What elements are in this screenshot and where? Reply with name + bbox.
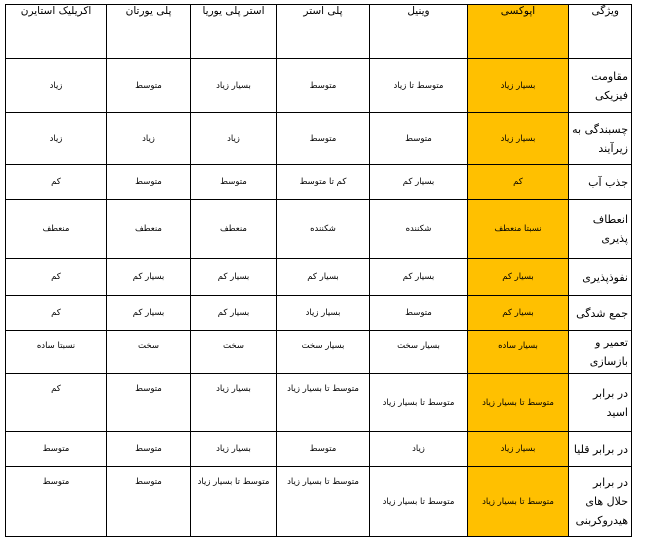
cell-acrylic-styrene: متوسط (5, 466, 107, 537)
header-row: ویژگی اپوکسی وینیل پلی استر استر پلی یور… (5, 4, 632, 59)
cell-polyurea: متوسط (190, 164, 277, 200)
cell-acrylic-styrene: زیاد (5, 58, 107, 113)
cell-vinyl: متوسط (369, 112, 468, 165)
cell-polyester: بسیار کم (276, 258, 370, 296)
cell-epoxy: بسیار زیاد (467, 431, 569, 467)
table-row: جذب آب کم بسیار کم کم تا متوسط متوسط متو… (5, 164, 632, 200)
row-feature: چسبندگی به زیرآیند (568, 112, 632, 165)
cell-polyurea: بسیار زیاد (190, 58, 277, 113)
cell-vinyl: متوسط تا زیاد (369, 58, 468, 113)
cell-vinyl: متوسط تا بسیار زیاد (369, 373, 468, 432)
table-row: نفوذپذیری بسیار کم بسیار کم بسیار کم بسی… (5, 258, 632, 296)
row-feature: مقاومت فیزیکی (568, 58, 632, 113)
row-feature: جذب آب (568, 164, 632, 200)
cell-vinyl: شکننده (369, 199, 468, 259)
cell-acrylic-styrene: کم (5, 373, 107, 432)
cell-epoxy: متوسط تا بسیار زیاد (467, 466, 569, 537)
cell-vinyl: بسیار سخت (369, 330, 468, 374)
cell-vinyl: متوسط (369, 295, 468, 331)
cell-acrylic-styrene: کم (5, 164, 107, 200)
header-epoxy: اپوکسی (467, 4, 569, 59)
cell-acrylic-styrene: نسبتا ساده (5, 330, 107, 374)
cell-acrylic-styrene: کم (5, 258, 107, 296)
cell-polyurea: بسیار کم (190, 295, 277, 331)
cell-epoxy: نسبتا منعطف (467, 199, 569, 259)
table-row: در برابر اسید متوسط تا بسیار زیاد متوسط … (5, 373, 632, 432)
row-feature: نفوذپذیری (568, 258, 632, 296)
cell-epoxy: کم (467, 164, 569, 200)
row-feature: در برابر حلال های هیدروکربنی (568, 466, 632, 537)
cell-acrylic-styrene: کم (5, 295, 107, 331)
row-feature: تعمیر و بازسازی (568, 330, 632, 374)
row-feature: در برابر قلیا (568, 431, 632, 467)
cell-polyester: متوسط (276, 58, 370, 113)
cell-polyurethane: متوسط (106, 431, 191, 467)
header-polyurea: استر پلی یوریا (190, 4, 277, 59)
cell-polyester: بسیار سخت (276, 330, 370, 374)
cell-polyurethane: متوسط (106, 58, 191, 113)
cell-acrylic-styrene: زیاد (5, 112, 107, 165)
table-row: جمع شدگی بسیار کم متوسط بسیار زیاد بسیار… (5, 295, 632, 331)
header-polyester: پلی استر (276, 4, 370, 59)
table-row: تعمیر و بازسازی بسیار ساده بسیار سخت بسی… (5, 330, 632, 374)
header-acrylic-styrene: اکریلیک استایرن (5, 4, 107, 59)
cell-polyurethane: متوسط (106, 164, 191, 200)
header-polyurethane: پلی یورتان (106, 4, 191, 59)
cell-epoxy: بسیار ساده (467, 330, 569, 374)
cell-acrylic-styrene: متوسط (5, 431, 107, 467)
cell-polyester: کم تا متوسط (276, 164, 370, 200)
cell-polyester: متوسط (276, 431, 370, 467)
cell-polyurethane: متوسط (106, 373, 191, 432)
table-row: چسبندگی به زیرآیند بسیار زیاد متوسط متوس… (5, 112, 632, 165)
cell-polyester: متوسط (276, 112, 370, 165)
cell-vinyl: بسیار کم (369, 258, 468, 296)
cell-polyurea: سخت (190, 330, 277, 374)
row-feature: در برابر اسید (568, 373, 632, 432)
comparison-table: ویژگی اپوکسی وینیل پلی استر استر پلی یور… (5, 4, 632, 537)
cell-polyurea: زیاد (190, 112, 277, 165)
cell-polyester: بسیار زیاد (276, 295, 370, 331)
cell-polyurethane: بسیار کم (106, 295, 191, 331)
cell-polyurea: بسیار زیاد (190, 373, 277, 432)
row-feature: جمع شدگی (568, 295, 632, 331)
cell-epoxy: متوسط تا بسیار زیاد (467, 373, 569, 432)
cell-polyurea: بسیار زیاد (190, 431, 277, 467)
cell-epoxy: بسیار زیاد (467, 112, 569, 165)
cell-polyester: متوسط تا بسیار زیاد (276, 373, 370, 432)
cell-polyurea: بسیار کم (190, 258, 277, 296)
table-row: انعطاف پذیری نسبتا منعطف شکننده شکننده م… (5, 199, 632, 259)
table-row: در برابر قلیا بسیار زیاد زیاد متوسط بسیا… (5, 431, 632, 467)
cell-vinyl: زیاد (369, 431, 468, 467)
table-row: در برابر حلال های هیدروکربنی متوسط تا بس… (5, 466, 632, 537)
cell-polyester: متوسط تا بسیار زیاد (276, 466, 370, 537)
cell-polyurethane: بسیار کم (106, 258, 191, 296)
cell-vinyl: بسیار کم (369, 164, 468, 200)
cell-epoxy: بسیار زیاد (467, 58, 569, 113)
table-row: مقاومت فیزیکی بسیار زیاد متوسط تا زیاد م… (5, 58, 632, 113)
cell-polyurea: متوسط تا بسیار زیاد (190, 466, 277, 537)
cell-polyurea: منعطف (190, 199, 277, 259)
cell-acrylic-styrene: منعطف (5, 199, 107, 259)
cell-epoxy: بسیار کم (467, 258, 569, 296)
cell-polyester: شکننده (276, 199, 370, 259)
cell-epoxy: بسیار کم (467, 295, 569, 331)
cell-polyurethane: متوسط (106, 466, 191, 537)
cell-vinyl: متوسط تا بسیار زیاد (369, 466, 468, 537)
header-feature: ویژگی (568, 4, 632, 59)
row-feature: انعطاف پذیری (568, 199, 632, 259)
header-vinyl: وینیل (369, 4, 468, 59)
cell-polyurethane: منعطف (106, 199, 191, 259)
cell-polyurethane: زیاد (106, 112, 191, 165)
cell-polyurethane: سخت (106, 330, 191, 374)
